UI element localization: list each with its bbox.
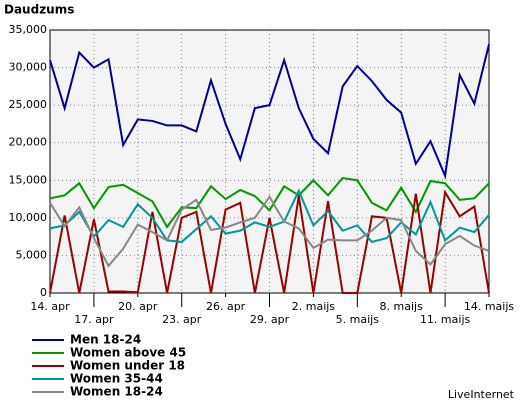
chart-title: Daudzums (4, 3, 74, 17)
x-tick-label: 29. apr (250, 313, 290, 326)
x-tick-label: 23. apr (162, 313, 202, 326)
y-tick-label: 30,000 (9, 61, 48, 74)
legend-label: Women above 45 (70, 346, 186, 360)
series-line (49, 194, 490, 268)
y-tick-label: 5,000 (16, 248, 48, 261)
y-tick-label: 35,000 (9, 23, 48, 36)
legend-label: Women 35-44 (70, 372, 163, 386)
series-line (49, 189, 490, 294)
x-tick-label: 11. maijs (420, 313, 471, 326)
x-tick-label: 5. maijs (336, 313, 380, 326)
x-tick-label: 17. apr (74, 313, 114, 326)
legend-label: Women under 18 (70, 359, 185, 373)
x-tick-label: 2. maijs (292, 300, 336, 313)
source: LiveInternet (448, 388, 515, 401)
series-line (49, 44, 490, 180)
y-tick-label: 0 (40, 286, 47, 299)
y-tick-label: 15,000 (9, 173, 48, 186)
legend-label: Men 18-24 (70, 333, 141, 347)
y-tick-label: 25,000 (9, 98, 48, 111)
y-tick-label: 20,000 (9, 136, 48, 149)
x-tick-label: 14. apr (30, 300, 70, 313)
y-tick-label: 10,000 (9, 211, 48, 224)
plot-area (50, 30, 489, 293)
legend-label: Women 18-24 (70, 385, 163, 399)
series-line (49, 188, 490, 244)
x-tick-label: 26. apr (206, 300, 246, 313)
series-line (49, 176, 490, 229)
plot-border (49, 29, 490, 294)
x-tick-label: 20. apr (118, 300, 158, 313)
x-tick-label: 8. maijs (380, 300, 424, 313)
x-tick-label: 14. maijs (464, 300, 515, 313)
